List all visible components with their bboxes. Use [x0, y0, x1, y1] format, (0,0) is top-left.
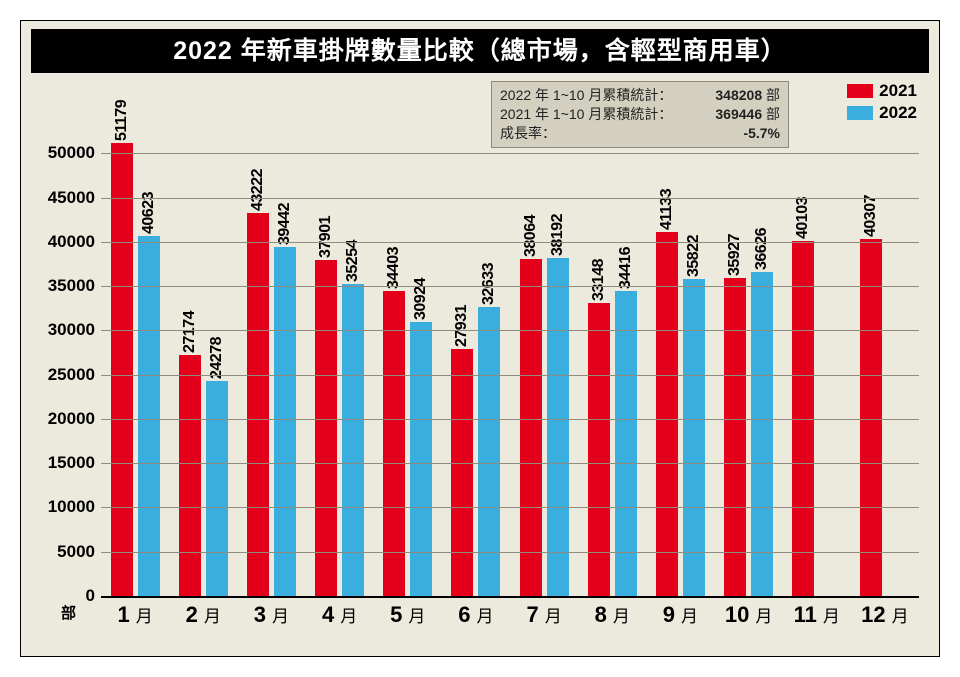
bar-value-label: 35254	[344, 240, 362, 282]
bar-2022: 38192	[547, 258, 569, 596]
bar-group: 3806438192	[510, 109, 578, 596]
bar-value-label: 51179	[113, 100, 131, 141]
bar-value-label: 27174	[181, 311, 199, 353]
bar-value-label: 34416	[617, 247, 635, 289]
x-tick-label: 5月	[390, 602, 425, 628]
bar-2021: 34403	[383, 291, 405, 596]
x-tick-label: 6月	[458, 602, 493, 628]
x-tick-label: 4月	[322, 602, 357, 628]
bar-2022: 40623	[138, 236, 160, 596]
bar-2022: 30924	[410, 322, 432, 596]
x-tick-label: 10月	[725, 602, 772, 628]
y-tick-label: 10000	[48, 497, 95, 517]
gridline	[101, 198, 919, 199]
bar-value-label: 37901	[317, 216, 335, 258]
gridline	[101, 375, 919, 376]
bar-group: 33148 34416	[578, 109, 646, 596]
y-tick-label: 15000	[48, 453, 95, 473]
gridline	[101, 242, 919, 243]
bar-value-label: 34403	[385, 247, 403, 289]
gridline	[101, 596, 919, 598]
bars-layer: 5117940623271742427843222394423790135254…	[101, 109, 919, 596]
y-tick-label: 50000	[48, 143, 95, 163]
bar-group: 40103	[783, 109, 851, 596]
bar-value-label: 40307	[862, 195, 880, 237]
x-tick-label: 2月	[186, 602, 221, 628]
y-tick-label: 40000	[48, 232, 95, 252]
x-tick-label: 9月	[663, 602, 698, 628]
bar-2022: 35822	[683, 279, 705, 596]
legend-label: 2021	[879, 81, 917, 101]
bar-value-label: 32633	[480, 263, 498, 305]
bar-group: 37901 35254	[306, 109, 374, 596]
y-tick-label: 45000	[48, 188, 95, 208]
bar-value-label: 38192	[549, 214, 567, 256]
gridline	[101, 286, 919, 287]
bar-2021: 51179	[111, 143, 133, 596]
x-tick-label: 11月	[794, 602, 840, 628]
x-tick-label: 3月	[254, 602, 289, 628]
stats-value: 348208 部	[715, 86, 780, 105]
gridline	[101, 153, 919, 154]
stats-line: 2022 年 1~10 月累積統計： 348208 部	[500, 86, 780, 105]
bar-value-label: 36626	[753, 228, 771, 270]
gridline	[101, 419, 919, 420]
bar-value-label: 24278	[208, 337, 226, 379]
plot-area: 5117940623271742427843222394423790135254…	[101, 109, 919, 596]
gridline	[101, 552, 919, 553]
bar-2021: 40307	[860, 239, 882, 596]
gridline	[101, 507, 919, 508]
x-tick-label: 12月	[861, 602, 908, 628]
stats-label: 2022 年 1~10 月累積統計：	[500, 86, 672, 105]
bar-value-label: 27931	[453, 305, 471, 347]
legend-swatch-2021	[847, 84, 873, 98]
y-tick-label: 35000	[48, 276, 95, 296]
y-tick-label: 30000	[48, 320, 95, 340]
gridline	[101, 330, 919, 331]
legend-item: 2021	[847, 81, 917, 101]
bar-2021: 27931	[451, 349, 473, 596]
bar-value-label: 40623	[140, 192, 158, 234]
bar-2021: 38064	[520, 259, 542, 596]
bar-value-label: 40103	[794, 197, 812, 239]
x-tick-label: 1月	[117, 602, 152, 628]
bar-group: 3592736626	[715, 109, 783, 596]
bar-2022: 34416	[615, 291, 637, 596]
bar-value-label: 35927	[726, 234, 744, 276]
bar-value-label: 30924	[412, 278, 430, 320]
bar-group: 5117940623	[101, 109, 169, 596]
bar-group: 3440330924	[374, 109, 442, 596]
bar-group: 2717424278	[169, 109, 237, 596]
bar-value-label: 38064	[522, 215, 540, 257]
bar-value-label: 33148	[590, 259, 608, 301]
bar-group: 4322239442	[237, 109, 305, 596]
y-tick-label: 20000	[48, 409, 95, 429]
x-tick-label: 8月	[595, 602, 630, 628]
bar-value-label: 43222	[249, 169, 267, 211]
y-tick-label: 0	[86, 586, 95, 606]
bar-2021: 35927	[724, 278, 746, 596]
y-tick-label: 25000	[48, 365, 95, 385]
bar-group: 27931 32633	[442, 109, 510, 596]
bar-value-label: 41133	[658, 189, 676, 230]
bar-value-label: 39442	[276, 203, 294, 245]
chart-frame: 2022 年新車掛牌數量比較（總市場，含輕型商用車） 2022 年 1~10 月…	[20, 20, 940, 657]
bar-2022: 36626	[751, 272, 773, 596]
bar-group: 41133 35822	[646, 109, 714, 596]
x-tick-label: 7月	[526, 602, 561, 628]
y-tick-label: 5000	[57, 542, 95, 562]
bar-2021: 43222	[247, 213, 269, 596]
y-axis-unit: 部	[61, 602, 76, 623]
chart-title: 2022 年新車掛牌數量比較（總市場，含輕型商用車）	[31, 29, 929, 73]
bar-group: 40307	[851, 109, 919, 596]
bar-2021: 37901	[315, 260, 337, 596]
bar-2022: 24278	[206, 381, 228, 596]
bar-2022: 39442	[274, 247, 296, 596]
gridline	[101, 463, 919, 464]
bar-2021: 27174	[179, 355, 201, 596]
